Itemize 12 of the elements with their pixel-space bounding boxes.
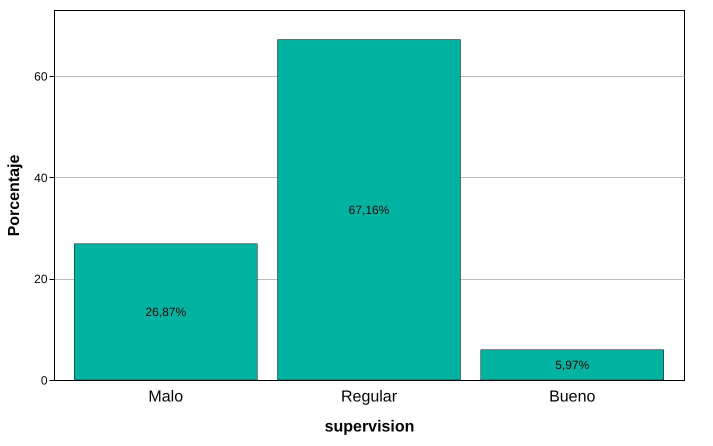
- x-tick-label: Bueno: [549, 388, 596, 406]
- y-tick-label: 40: [34, 170, 48, 185]
- x-tick-label: Malo: [148, 388, 184, 406]
- x-axis-title: supervision: [324, 418, 414, 436]
- y-tick-label: 0: [40, 374, 48, 388]
- x-tick-label: Regular: [340, 388, 398, 406]
- data-label: 26,87%: [145, 304, 186, 319]
- data-label: 67,16%: [348, 202, 390, 217]
- y-tick-label: 60: [34, 69, 48, 84]
- y-tick-label: 20: [34, 272, 48, 286]
- y-axis-title: Porcentaje: [6, 154, 24, 236]
- data-label: 5,97%: [555, 358, 590, 372]
